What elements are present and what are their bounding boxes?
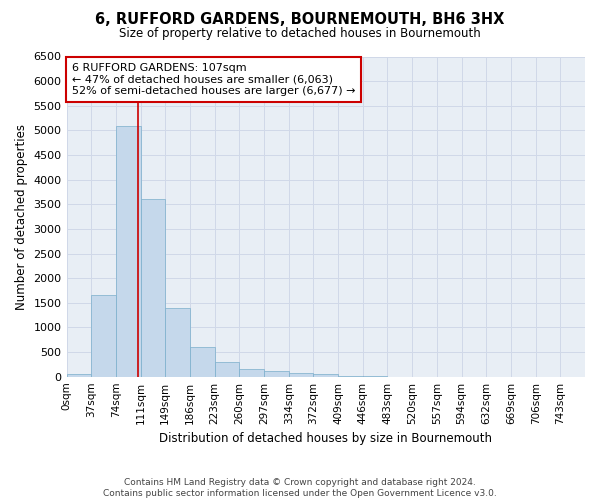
Bar: [165, 308, 190, 376]
Bar: [313, 374, 338, 376]
Bar: [116, 126, 140, 376]
Bar: [91, 296, 116, 376]
Bar: [215, 362, 239, 376]
Bar: [264, 372, 289, 376]
X-axis label: Distribution of detached houses by size in Bournemouth: Distribution of detached houses by size …: [159, 432, 492, 445]
Text: 6 RUFFORD GARDENS: 107sqm
← 47% of detached houses are smaller (6,063)
52% of se: 6 RUFFORD GARDENS: 107sqm ← 47% of detac…: [72, 63, 355, 96]
Y-axis label: Number of detached properties: Number of detached properties: [15, 124, 28, 310]
Bar: [140, 200, 165, 376]
Bar: [67, 374, 91, 376]
Text: Size of property relative to detached houses in Bournemouth: Size of property relative to detached ho…: [119, 28, 481, 40]
Text: 6, RUFFORD GARDENS, BOURNEMOUTH, BH6 3HX: 6, RUFFORD GARDENS, BOURNEMOUTH, BH6 3HX: [95, 12, 505, 28]
Bar: [190, 346, 215, 376]
Text: Contains HM Land Registry data © Crown copyright and database right 2024.
Contai: Contains HM Land Registry data © Crown c…: [103, 478, 497, 498]
Bar: [239, 370, 264, 376]
Bar: [289, 372, 313, 376]
